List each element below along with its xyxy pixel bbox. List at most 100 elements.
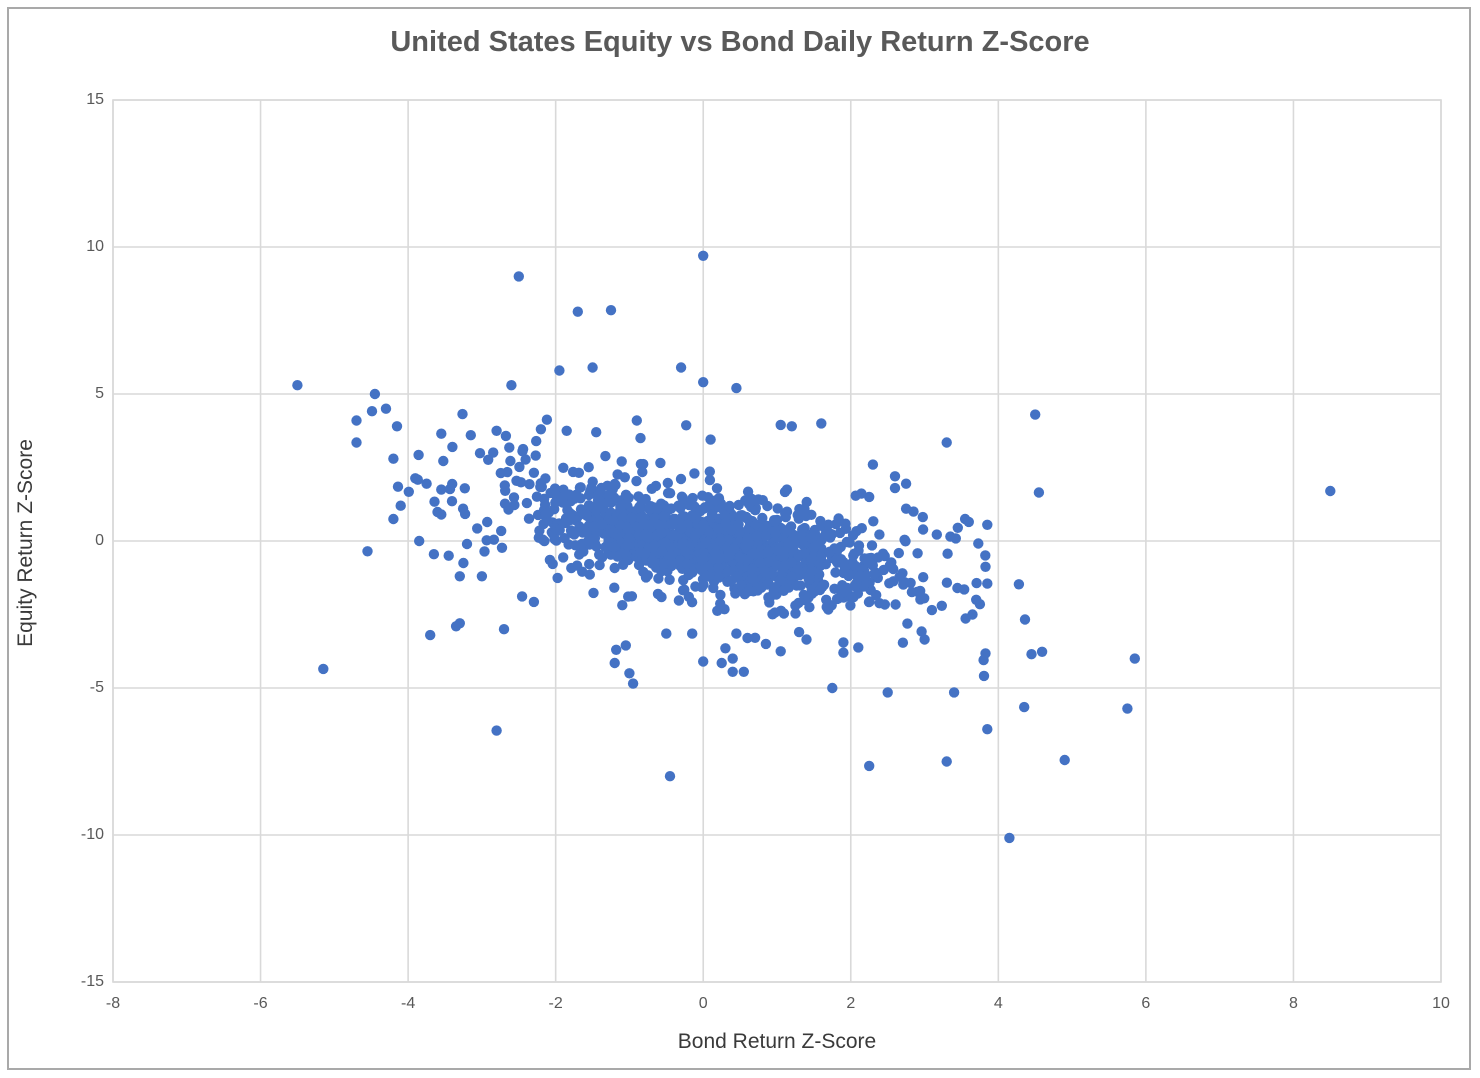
data-point bbox=[595, 496, 606, 507]
data-point bbox=[523, 513, 535, 524]
data-point bbox=[804, 602, 815, 613]
data-point bbox=[827, 682, 838, 694]
data-point bbox=[594, 549, 605, 560]
data-point bbox=[549, 483, 561, 494]
data-point bbox=[742, 514, 754, 525]
data-point bbox=[838, 637, 849, 648]
data-point bbox=[574, 521, 585, 532]
y-tick-label: 10 bbox=[86, 238, 104, 255]
data-point bbox=[521, 497, 533, 509]
data-point bbox=[760, 638, 772, 650]
data-point bbox=[918, 572, 929, 583]
data-point bbox=[917, 524, 929, 535]
data-point bbox=[731, 382, 742, 394]
data-point bbox=[744, 585, 755, 597]
data-point bbox=[362, 546, 373, 557]
data-point bbox=[712, 605, 723, 616]
data-point bbox=[724, 500, 735, 512]
data-point bbox=[506, 380, 517, 391]
data-point bbox=[772, 503, 783, 514]
data-point bbox=[465, 430, 476, 441]
data-point bbox=[682, 558, 693, 570]
data-point bbox=[894, 571, 905, 582]
data-point bbox=[369, 388, 381, 400]
data-point bbox=[690, 581, 701, 592]
data-point bbox=[607, 515, 619, 526]
data-point bbox=[779, 486, 791, 498]
data-point bbox=[540, 509, 551, 520]
data-point bbox=[760, 530, 771, 542]
data-point bbox=[864, 596, 875, 607]
data-point bbox=[596, 519, 608, 530]
data-point bbox=[689, 531, 701, 542]
data-point bbox=[801, 496, 812, 508]
data-point bbox=[708, 582, 719, 594]
data-point bbox=[673, 595, 685, 606]
data-point bbox=[292, 380, 303, 391]
data-point bbox=[738, 666, 749, 677]
data-point bbox=[635, 458, 647, 470]
data-point bbox=[577, 566, 588, 577]
data-point bbox=[916, 626, 927, 637]
data-point bbox=[792, 564, 803, 575]
data-point bbox=[941, 437, 952, 448]
data-point bbox=[867, 560, 878, 571]
data-point bbox=[677, 585, 689, 596]
data-point bbox=[786, 421, 797, 432]
x-tick-label: -6 bbox=[253, 995, 268, 1012]
data-point bbox=[644, 504, 655, 515]
data-point bbox=[395, 500, 406, 511]
data-point bbox=[790, 608, 801, 619]
data-point bbox=[474, 448, 486, 459]
data-point bbox=[790, 600, 801, 611]
data-point bbox=[762, 546, 774, 558]
data-point bbox=[611, 644, 622, 655]
data-point bbox=[392, 481, 404, 492]
data-point bbox=[609, 657, 620, 669]
data-point bbox=[554, 524, 565, 536]
data-point bbox=[588, 587, 599, 599]
data-point bbox=[318, 663, 329, 675]
data-point bbox=[443, 550, 454, 561]
data-point bbox=[869, 568, 880, 580]
data-point bbox=[806, 553, 817, 564]
data-point bbox=[839, 562, 850, 573]
data-point bbox=[698, 377, 709, 388]
data-point bbox=[504, 442, 515, 453]
data-point bbox=[500, 430, 512, 442]
data-point bbox=[821, 594, 832, 605]
data-point bbox=[428, 549, 440, 560]
data-point bbox=[403, 486, 414, 497]
data-point bbox=[897, 637, 909, 648]
data-point bbox=[609, 562, 620, 574]
data-point bbox=[656, 591, 667, 603]
data-point bbox=[906, 586, 918, 598]
data-point bbox=[900, 478, 912, 489]
data-point bbox=[567, 466, 579, 478]
data-point bbox=[551, 535, 562, 546]
data-point bbox=[429, 496, 440, 507]
data-point bbox=[569, 529, 580, 540]
data-point bbox=[488, 534, 500, 545]
data-point bbox=[959, 513, 971, 525]
data-point bbox=[749, 548, 760, 559]
data-point bbox=[461, 538, 473, 550]
data-point bbox=[622, 523, 633, 535]
data-point bbox=[764, 591, 776, 603]
data-point bbox=[942, 548, 953, 559]
data-point bbox=[458, 557, 469, 569]
data-point bbox=[459, 483, 470, 494]
data-point bbox=[667, 530, 678, 541]
data-point bbox=[436, 509, 447, 520]
data-point bbox=[743, 498, 755, 510]
data-point bbox=[571, 489, 582, 500]
data-point bbox=[676, 522, 687, 534]
data-point bbox=[823, 604, 834, 615]
data-point bbox=[731, 628, 742, 639]
data-point bbox=[651, 503, 663, 514]
data-point bbox=[705, 434, 716, 445]
plot-border bbox=[112, 99, 1442, 983]
data-point bbox=[814, 584, 826, 596]
data-point bbox=[770, 581, 781, 593]
data-point bbox=[788, 544, 799, 555]
